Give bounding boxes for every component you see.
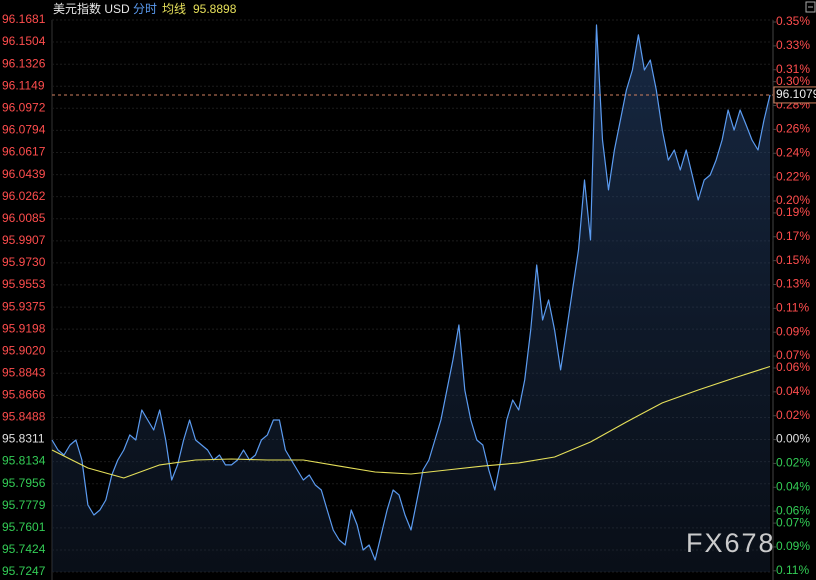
price-area (52, 25, 770, 572)
y-tick-label: 95.7247 (2, 564, 46, 578)
y2-tick-label: 0.00% (776, 432, 810, 446)
y-tick-label: 95.7601 (2, 520, 46, 534)
price-line (51, 24, 771, 561)
y-tick-label: 96.0439 (2, 167, 46, 181)
y-tick-label: 95.7424 (2, 542, 46, 556)
y-tick-label: 96.0617 (2, 145, 46, 159)
y2-tick-label: 0.22% (776, 169, 810, 183)
y-tick-label: 96.1504 (2, 34, 46, 48)
y2-tick-label: 0.04% (776, 479, 810, 493)
y2-tick-label: 0.31% (776, 62, 810, 76)
y-tick-label: 95.7779 (2, 498, 46, 512)
y-tick-label: 96.0972 (2, 100, 46, 114)
y-tick-label: 96.1149 (2, 78, 45, 92)
y-tick-label: 96.1681 (2, 12, 46, 26)
y2-tick-label: 0.26% (776, 122, 810, 136)
y2-tick-label: 0.20% (776, 193, 810, 207)
y-tick-label: 95.8843 (2, 365, 46, 379)
average-line (51, 365, 771, 479)
y2-tick-label: 0.04% (776, 384, 810, 398)
y2-tick-label: 0.06% (776, 503, 810, 517)
axes: 96.1681 96.1504 96.1326 96.1149 96.0972 96.07… (2, 12, 816, 578)
y-tick-label: 95.8134 (2, 454, 46, 468)
y2-tick-label: 0.35% (776, 14, 810, 28)
y-tick-label: 95.9375 (2, 299, 46, 313)
y2-tick-label: 0.11% (776, 563, 809, 577)
y2-tick-label: 0.30% (776, 74, 810, 88)
y2-tick-label: 0.33% (776, 38, 810, 52)
y2-tick-label: 0.07% (776, 515, 810, 529)
y2-tick-label: 0.19% (776, 205, 810, 219)
y-tick-label: 95.9730 (2, 255, 46, 269)
chart-title: 美元指数 USD (53, 1, 130, 16)
y2-tick-label: 0.02% (776, 408, 810, 422)
y-tick-label: 96.0262 (2, 189, 46, 203)
y-tick-label: 95.9907 (2, 233, 46, 247)
y-tick-label: 95.9553 (2, 277, 46, 291)
y2-tick-label: 0.24% (776, 145, 810, 159)
y2-tick-label: 0.02% (776, 456, 810, 470)
expand-icon[interactable] (805, 1, 816, 13)
y-tick-label: 95.9020 (2, 343, 46, 357)
y2-tick-label: 0.17% (776, 229, 810, 243)
y2-tick-label: 0.06% (776, 360, 810, 374)
y2-tick-label: 0.15% (776, 253, 810, 267)
average-value: 95.8898 (193, 2, 237, 16)
y-tick-label: 96.0085 (2, 211, 46, 225)
y-tick-label: 95.7956 (2, 476, 46, 490)
y-tick-label: 95.9198 (2, 321, 46, 335)
plot (51, 24, 773, 572)
y2-tick-label: 0.07% (776, 348, 810, 362)
y-tick-label: 96.0794 (2, 123, 46, 137)
legend-entry: 均线 (162, 2, 186, 16)
legend-entry: 分时 (133, 2, 157, 16)
y-tick-label: 95.8488 (2, 410, 46, 424)
y2-tick-label: 0.09% (776, 324, 810, 338)
y2-tick-label: 0.09% (776, 539, 810, 553)
y-tick-label: 95.8666 (2, 388, 46, 402)
y2-tick-label: 0.11% (776, 301, 809, 315)
current-price-box (773, 86, 816, 104)
current-price-label: 96.1079 (776, 87, 816, 101)
y-tick-label: 96.1326 (2, 56, 46, 70)
y2-tick-label: 0.13% (776, 277, 810, 291)
watermark: FX678 (686, 528, 776, 558)
y-tick-label: 95.8311 (2, 432, 45, 446)
